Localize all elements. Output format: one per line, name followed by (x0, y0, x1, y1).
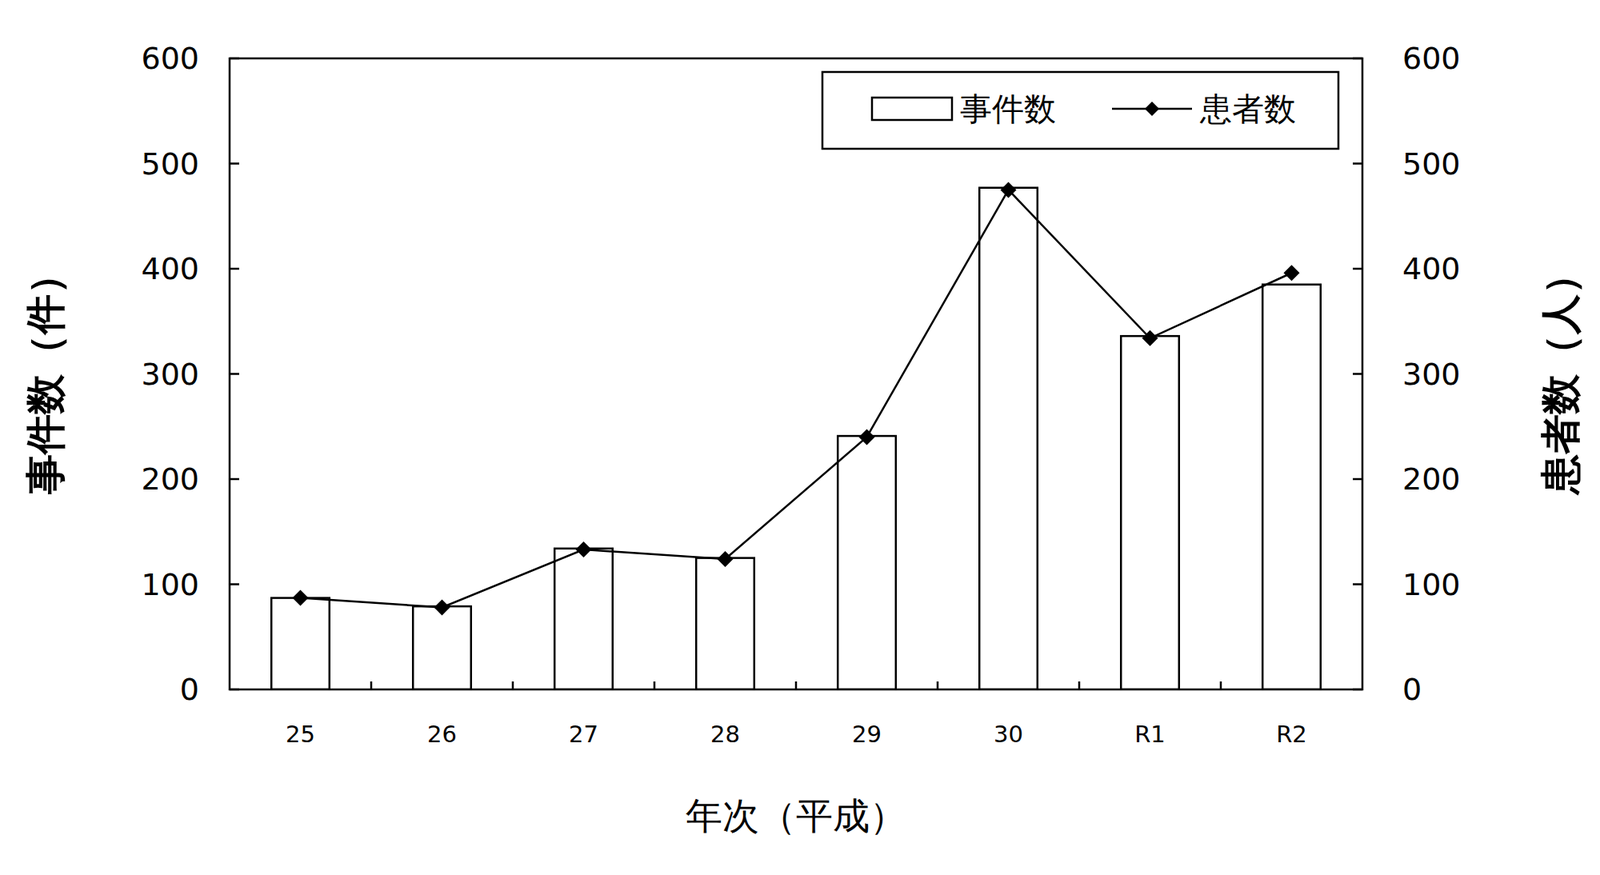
x-tick-label: R1 (1134, 720, 1166, 748)
x-tick (1078, 681, 1081, 690)
x-tick (370, 681, 373, 690)
legend-swatch (872, 97, 952, 120)
y2-tick (1352, 57, 1363, 60)
x-tick-label: R2 (1276, 720, 1308, 748)
bar (979, 188, 1038, 690)
bar (696, 558, 755, 690)
x-tick (653, 681, 656, 690)
x-tick (936, 681, 940, 690)
bar (1262, 284, 1321, 690)
x-tick-label: 28 (710, 720, 740, 748)
y2-axis-label: 患者数（人） (1537, 254, 1584, 496)
y-tick (229, 268, 240, 271)
line (300, 189, 1292, 608)
x-axis-label: 年次（平成） (685, 794, 907, 838)
y-tick-label: 0 (180, 672, 200, 708)
plot-frame (229, 58, 1363, 690)
x-tick-label: 29 (852, 720, 882, 748)
marker (576, 541, 592, 558)
y-tick (229, 478, 240, 481)
y2-tick-label: 400 (1402, 251, 1461, 287)
bar (1120, 336, 1180, 690)
marker (434, 599, 451, 616)
x-tick (1220, 681, 1223, 690)
y2-tick-label: 100 (1402, 567, 1461, 603)
y-tick-label: 600 (140, 40, 200, 76)
y2-tick (1352, 162, 1363, 165)
legend-label: 患者数 (1199, 90, 1296, 128)
plot-marks (271, 181, 1321, 690)
legend-marker (1144, 101, 1160, 116)
bar (271, 598, 330, 690)
bar (412, 606, 472, 690)
y-tick (229, 57, 240, 60)
y-axis-label: 事件数（件） (22, 254, 69, 496)
marker (859, 428, 876, 445)
y-tick-label: 100 (140, 567, 200, 603)
x-tick (795, 681, 798, 690)
x-tick-label: 30 (993, 720, 1024, 748)
y2-tick (1352, 372, 1363, 376)
y2-tick (1352, 268, 1363, 271)
marker (292, 590, 309, 607)
x-tick (512, 681, 515, 690)
y2-tick-label: 600 (1402, 40, 1461, 76)
y-tick (229, 162, 240, 165)
y2-tick-label: 200 (1402, 461, 1461, 497)
x-tick-label: 27 (568, 720, 599, 748)
y-tick (229, 688, 240, 692)
y-tick-label: 200 (140, 461, 200, 497)
y-tick (229, 372, 240, 376)
y2-tick-label: 300 (1402, 356, 1461, 392)
marker (1284, 264, 1300, 281)
y2-tick (1352, 688, 1363, 692)
y2-tick-label: 500 (1402, 146, 1461, 182)
y-tick (229, 583, 240, 586)
chart: 0 100 200 300 400 500 600 0 100 200 300 400 500 600 25… (0, 0, 1600, 875)
y2-tick (1352, 583, 1363, 586)
legend-label: 事件数 (960, 90, 1056, 128)
legend-box (822, 72, 1339, 149)
legend: 事件数 患者数 (822, 72, 1339, 149)
bar (554, 548, 613, 690)
marker (1000, 181, 1017, 198)
x-tick-label: 25 (285, 720, 316, 748)
y2-tick (1352, 478, 1363, 481)
y-tick-label: 300 (140, 356, 200, 392)
marker (717, 551, 734, 568)
marker (1142, 330, 1159, 347)
x-tick-label: 26 (427, 720, 457, 748)
y-tick-label: 500 (140, 146, 200, 182)
y2-tick-label: 0 (1402, 672, 1422, 708)
y-tick-label: 400 (140, 251, 200, 287)
bar (837, 436, 896, 690)
